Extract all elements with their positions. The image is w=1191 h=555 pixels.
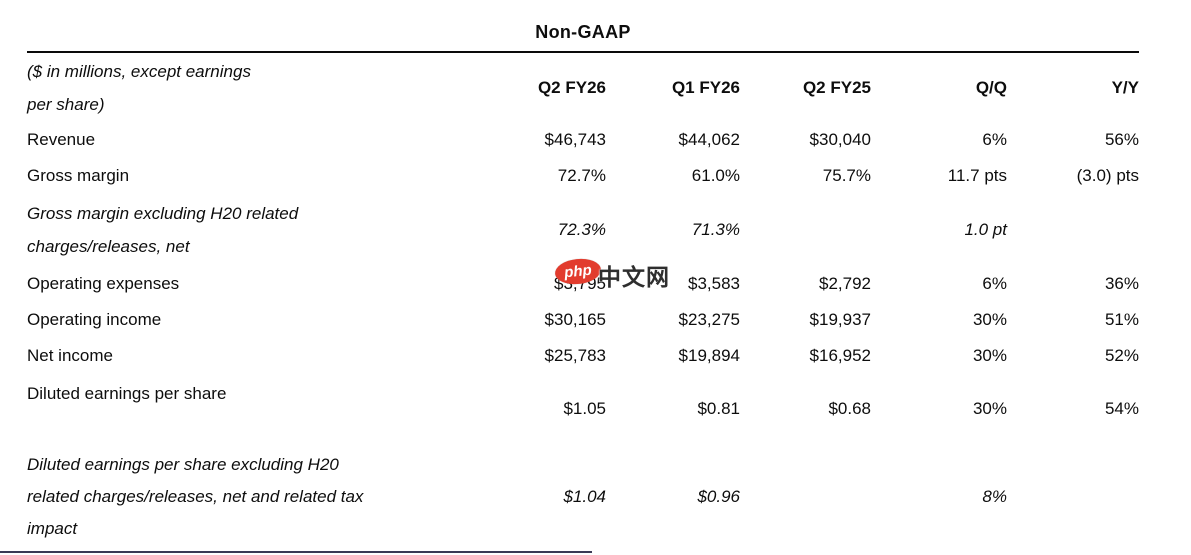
column-header-yy: Y/Y	[1111, 77, 1139, 97]
table-row-diluted-eps-ex-h20: Diluted earnings per share excluding H20…	[27, 448, 1139, 545]
cell-value: $1.04	[563, 486, 606, 506]
cell-value: $1.05	[563, 399, 606, 418]
cell-value: $0.96	[697, 486, 740, 506]
table-row-operating-income: Operating income $30,165 $23,275 $19,937…	[27, 302, 1139, 338]
cell-value: $46,743	[544, 130, 606, 149]
row-label-line2: related charges/releases, net and relate…	[27, 486, 364, 506]
row-label: Diluted earnings per share excluding H20…	[27, 448, 472, 545]
cell-value: $3,583	[688, 274, 740, 293]
table-row-gross-margin-ex-h20: Gross margin excluding H20 related charg…	[27, 194, 1139, 266]
cell-value: $16,952	[809, 346, 871, 365]
cell-value: $3,795	[554, 274, 606, 293]
cell-value: 6%	[982, 274, 1007, 293]
table-row-net-income: Net income $25,783 $19,894 $16,952 30% 5…	[27, 338, 1139, 374]
cell-value: 52%	[1104, 346, 1139, 365]
cell-value: 56%	[1104, 130, 1139, 149]
row-label-line1: Gross margin excluding H20 related	[27, 204, 299, 223]
cell-value: $19,937	[809, 310, 871, 329]
table-header-row: ($ in millions, except earnings per shar…	[27, 53, 1139, 122]
row-label: Net income	[27, 346, 113, 365]
table-row-operating-expenses: Operating expenses $3,795 $3,583 $2,792 …	[27, 266, 1139, 302]
cell-value: 1.0 pt	[964, 220, 1007, 239]
column-header-q1fy26: Q1 FY26	[671, 77, 740, 97]
cell-value: $2,792	[819, 274, 871, 293]
cell-value: 6%	[982, 130, 1007, 149]
cell-value: 71.3%	[691, 220, 740, 239]
cell-value: $19,894	[678, 346, 740, 365]
table-row-revenue: Revenue $46,743 $44,062 $30,040 6% 56%	[27, 122, 1139, 158]
row-label: Gross margin excluding H20 related charg…	[27, 194, 472, 266]
cell-value: (3.0) pts	[1076, 166, 1139, 185]
cell-value	[1007, 194, 1139, 266]
cell-value: 11.7 pts	[947, 166, 1007, 185]
table-row-gross-margin: Gross margin 72.7% 61.0% 75.7% 11.7 pts …	[27, 158, 1139, 194]
spacer-row	[27, 428, 1139, 448]
table-title: Non-GAAP	[535, 22, 631, 42]
row-label-line2: charges/releases, net	[27, 237, 190, 256]
cell-value: $44,062	[678, 130, 740, 149]
row-label-line3: impact	[27, 518, 78, 538]
cell-value: $23,275	[678, 310, 740, 329]
table-row-diluted-eps: Diluted earnings per share $1.05 $0.81 $…	[27, 374, 1139, 428]
cell-value: 54%	[1104, 399, 1139, 418]
column-header-q2fy26: Q2 FY26	[537, 77, 606, 97]
cell-value	[740, 194, 871, 266]
cell-value: 75.7%	[822, 166, 871, 185]
cell-value: $0.81	[697, 399, 740, 418]
non-gaap-table: ($ in millions, except earnings per shar…	[27, 53, 1139, 545]
row-label: Revenue	[27, 130, 96, 149]
title-underline-rule	[27, 51, 1139, 53]
units-note-line2: per share)	[27, 94, 105, 114]
cell-value: 61.0%	[691, 166, 740, 185]
cell-value: 30%	[972, 346, 1007, 365]
row-label: Operating expenses	[27, 274, 180, 293]
cell-value	[1007, 448, 1139, 545]
units-note: ($ in millions, except earnings per shar…	[27, 53, 472, 122]
cell-value: 72.3%	[557, 220, 606, 239]
cell-value: 72.7%	[557, 166, 606, 185]
cell-value: 30%	[972, 399, 1007, 418]
cell-value: 30%	[972, 310, 1007, 329]
cell-value: $30,040	[809, 130, 871, 149]
row-label: Operating income	[27, 310, 162, 329]
cell-value: $25,783	[544, 346, 606, 365]
cell-value: 8%	[982, 486, 1007, 506]
row-label-line1: Diluted earnings per share excluding H20	[27, 454, 339, 474]
units-note-line1: ($ in millions, except earnings	[27, 61, 251, 81]
row-label: Diluted earnings per share	[27, 384, 227, 403]
column-header-qq: Q/Q	[975, 77, 1007, 97]
bottom-rule	[0, 551, 592, 553]
row-label: Gross margin	[27, 166, 130, 185]
cell-value: 51%	[1104, 310, 1139, 329]
cell-value: $30,165	[544, 310, 606, 329]
cell-value: 36%	[1104, 274, 1139, 293]
cell-value: $0.68	[828, 399, 871, 418]
column-header-q2fy25: Q2 FY25	[802, 77, 871, 97]
cell-value	[740, 448, 871, 545]
